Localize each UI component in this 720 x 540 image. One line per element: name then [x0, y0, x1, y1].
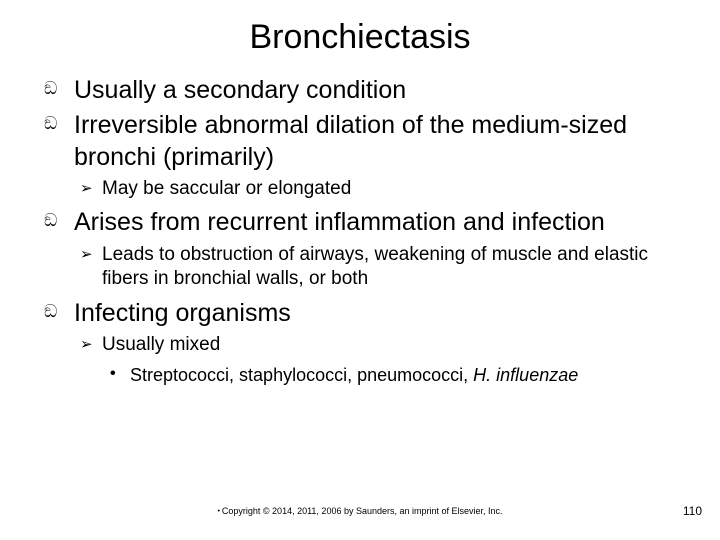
dot-bullet-icon: •: [110, 364, 116, 385]
bullet-text: Irreversible abnormal dilation of the me…: [74, 111, 627, 170]
bullet-text-prefix: Streptococci, staphylococci, pneumococci…: [130, 365, 473, 385]
bullet-level2: ➢ May be saccular or elongated: [44, 177, 692, 202]
script-bullet-icon: ඞ: [44, 209, 57, 232]
bullet-level2: ➢ Leads to obstruction of airways, weake…: [44, 243, 692, 292]
footer-dot-icon: •: [217, 508, 219, 515]
slide-content: ඞ Usually a secondary condition ඞ Irreve…: [0, 75, 720, 387]
script-bullet-icon: ඞ: [44, 300, 57, 323]
bullet-text-italic: H. influenzae: [473, 365, 578, 385]
bullet-level2: ➢ Usually mixed: [44, 333, 692, 358]
slide: Bronchiectasis ඞ Usually a secondary con…: [0, 0, 720, 540]
bullet-level1: ඞ Infecting organisms: [44, 298, 692, 329]
script-bullet-icon: ඞ: [44, 112, 57, 135]
bullet-level1: ඞ Irreversible abnormal dilation of the …: [44, 110, 692, 173]
page-number: 110: [683, 504, 702, 518]
bullet-text: Leads to obstruction of airways, weakeni…: [102, 244, 648, 290]
arrow-bullet-icon: ➢: [80, 179, 93, 199]
script-bullet-icon: ඞ: [44, 77, 57, 100]
bullet-text: Arises from recurrent inflammation and i…: [74, 208, 605, 236]
arrow-bullet-icon: ➢: [80, 335, 93, 355]
bullet-level1: ඞ Usually a secondary condition: [44, 75, 692, 106]
copyright-footer: •Copyright © 2014, 2011, 2006 by Saunder…: [0, 506, 720, 516]
footer-text: Copyright © 2014, 2011, 2006 by Saunders…: [222, 506, 503, 516]
bullet-text: Usually a secondary condition: [74, 76, 406, 104]
slide-title: Bronchiectasis: [0, 18, 720, 57]
bullet-text: May be saccular or elongated: [102, 178, 351, 199]
bullet-text: Usually mixed: [102, 334, 220, 355]
arrow-bullet-icon: ➢: [80, 245, 93, 265]
bullet-level1: ඞ Arises from recurrent inflammation and…: [44, 207, 692, 238]
bullet-text: Infecting organisms: [74, 299, 291, 327]
bullet-level3: • Streptococci, staphylococci, pneumococ…: [44, 364, 692, 387]
